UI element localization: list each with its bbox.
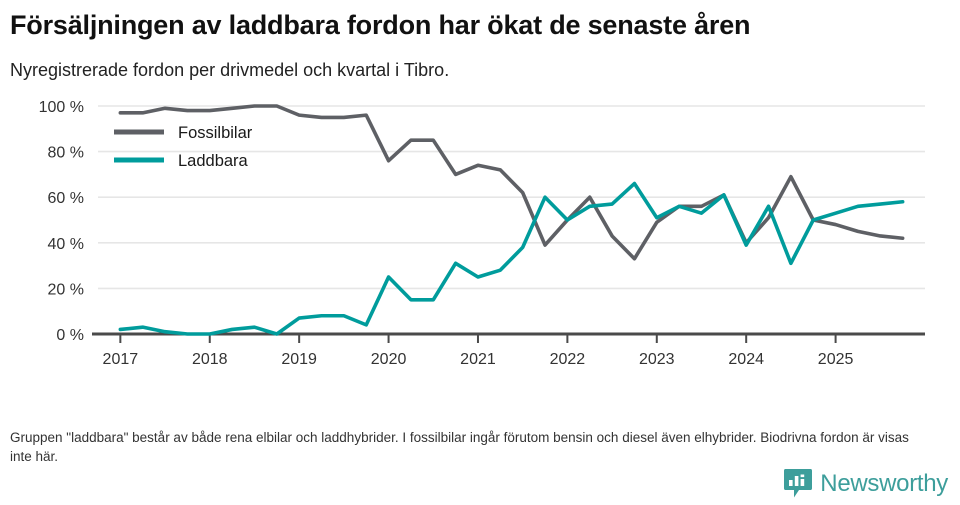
x-axis-tick-label: 2021 [460, 351, 496, 368]
line-chart: 0 % 20 % 40 % 60 % 80 % 100 % 2017 2018 2019 2020… [39, 99, 925, 368]
y-axis-tick-label: 20 % [48, 281, 84, 298]
chart-subtitle: Nyregistrerade fordon per drivmedel och … [10, 60, 450, 80]
x-axis-tick-label: 2017 [103, 351, 139, 368]
page-title: Försäljningen av laddbara fordon har öka… [10, 10, 751, 40]
y-axis-tick-label: 60 % [48, 190, 84, 207]
x-axis-tick-label: 2024 [728, 351, 764, 368]
chart-plot-area: 0 % 20 % 40 % 60 % 80 % 100 % 2017 2018 2019 2020… [10, 94, 950, 379]
series-line-fossilbilar [118, 104, 905, 261]
y-axis-tick-label: 100 % [39, 99, 84, 116]
x-axis-tick-label: 2025 [818, 351, 854, 368]
y-axis-tick-label: 80 % [48, 145, 84, 162]
bar-chart-bubble-icon [784, 469, 813, 498]
x-axis-tick-label: 2018 [192, 351, 228, 368]
x-axis-tick-label: 2023 [639, 351, 675, 368]
brand-name: Newsworthy [820, 470, 948, 497]
newsworthy-logo[interactable]: Newsworthy [783, 468, 948, 500]
x-axis-tick-label: 2020 [371, 351, 407, 368]
x-axis-tick-label: 2019 [281, 351, 317, 368]
legend-label-fossilbilar[interactable]: Fossilbilar [178, 124, 253, 142]
series-line-laddbara [118, 181, 905, 336]
y-axis-tick-label: 40 % [48, 236, 84, 253]
chart-footnote: Gruppen "laddbara" består av både rena e… [10, 430, 909, 464]
x-axis-tick-label: 2022 [550, 351, 586, 368]
y-axis-tick-label: 0 % [56, 327, 84, 344]
legend-label-laddbara[interactable]: Laddbara [178, 152, 249, 170]
